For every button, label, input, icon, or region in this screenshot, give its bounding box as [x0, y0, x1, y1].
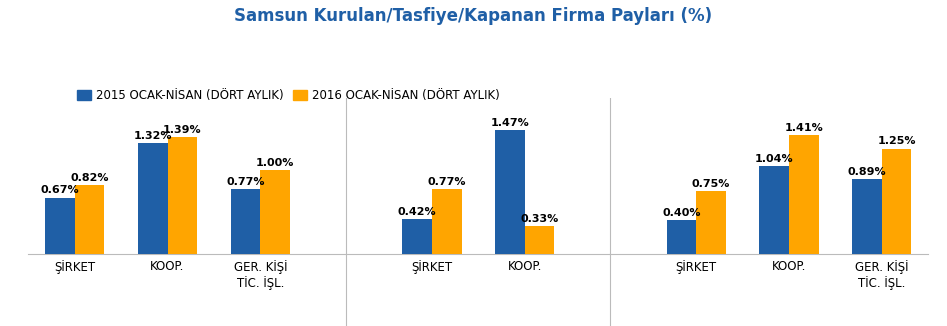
Text: 0.33%: 0.33%	[520, 214, 559, 224]
Text: 0.67%: 0.67%	[41, 185, 80, 196]
Bar	[525, 226, 554, 254]
Text: 0.42%: 0.42%	[398, 207, 437, 217]
Bar	[789, 135, 818, 254]
Text: 1.41%: 1.41%	[784, 123, 823, 133]
Bar	[667, 220, 696, 254]
Bar	[495, 130, 525, 254]
Bar	[138, 143, 168, 254]
Text: 0.40%: 0.40%	[662, 208, 701, 218]
Text: 1.32%: 1.32%	[134, 130, 172, 141]
Text: 1.25%: 1.25%	[877, 137, 916, 146]
Bar	[432, 189, 461, 254]
Text: 1.04%: 1.04%	[755, 154, 794, 164]
Bar	[759, 166, 789, 254]
Bar	[260, 170, 290, 254]
Text: 0.89%: 0.89%	[848, 167, 886, 177]
Bar	[168, 137, 197, 254]
Text: 1.47%: 1.47%	[491, 118, 529, 128]
Text: Samsun Kurulan/Tasfiye/Kapanan Firma Payları (%): Samsun Kurulan/Tasfiye/Kapanan Firma Pay…	[235, 7, 712, 24]
Bar	[696, 191, 725, 254]
Bar	[75, 185, 104, 254]
Bar	[231, 189, 260, 254]
Text: 0.75%: 0.75%	[692, 179, 730, 189]
Text: 0.77%: 0.77%	[427, 177, 466, 187]
Text: 1.39%: 1.39%	[163, 125, 202, 135]
Bar	[882, 149, 911, 254]
Legend: 2015 OCAK-NİSAN (DÖRT AYLIK), 2016 OCAK-NİSAN (DÖRT AYLIK): 2015 OCAK-NİSAN (DÖRT AYLIK), 2016 OCAK-…	[72, 84, 504, 107]
Bar	[45, 198, 75, 254]
Text: 0.82%: 0.82%	[70, 173, 109, 183]
Text: 0.77%: 0.77%	[226, 177, 265, 187]
Bar	[402, 219, 432, 254]
Bar	[852, 179, 882, 254]
Text: 1.00%: 1.00%	[256, 157, 295, 168]
